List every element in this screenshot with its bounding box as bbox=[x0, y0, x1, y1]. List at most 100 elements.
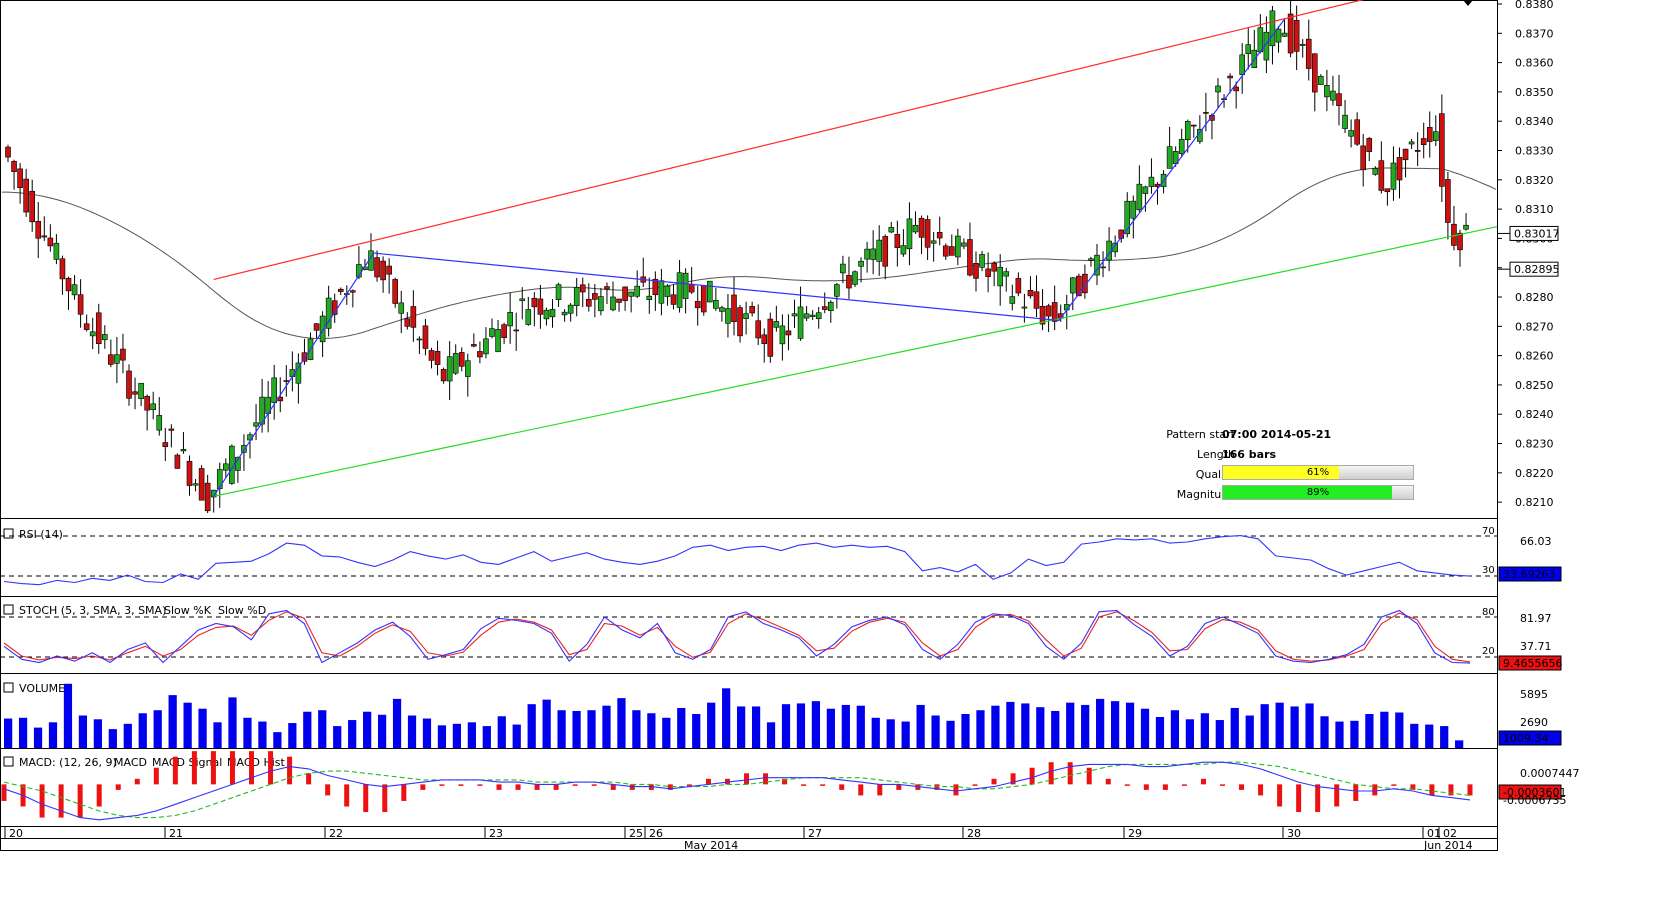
macd-hist-bar bbox=[705, 778, 711, 785]
volume-bar bbox=[63, 683, 73, 748]
current-price-tag-box bbox=[1509, 225, 1559, 241]
candle-body bbox=[77, 294, 84, 315]
candle-body bbox=[525, 309, 532, 325]
candle-body bbox=[59, 258, 66, 280]
macd-hist-bar bbox=[1239, 784, 1245, 790]
macd-hist-bar bbox=[477, 784, 483, 786]
candle-body bbox=[918, 218, 925, 238]
macd-hist-bar bbox=[1105, 778, 1111, 785]
volume-bar bbox=[18, 717, 28, 748]
pattern-info-panel: Pattern start 07:00 2014-05-21 Length 16… bbox=[1150, 425, 1420, 505]
candle-body bbox=[713, 300, 719, 309]
price-tick-label: 0.8350 bbox=[1515, 86, 1554, 99]
rsi-current-value: 33.69263 bbox=[1503, 568, 1556, 581]
candle-body bbox=[821, 306, 828, 310]
candle-body bbox=[1360, 145, 1366, 171]
price-tick-label: 0.8230 bbox=[1515, 438, 1554, 451]
stoch-level-80-label: 80 bbox=[1482, 607, 1495, 618]
volume-bar bbox=[243, 717, 252, 748]
candle-body bbox=[1076, 275, 1082, 297]
candle-body bbox=[767, 318, 774, 357]
candle-body bbox=[840, 263, 846, 274]
candle-body bbox=[809, 314, 816, 317]
candle-body bbox=[271, 377, 278, 403]
volume-bar bbox=[1215, 720, 1224, 748]
candle-body bbox=[223, 463, 229, 471]
candle-body bbox=[144, 396, 150, 411]
candle-body bbox=[253, 422, 259, 427]
magnitude-bar-fill bbox=[1223, 486, 1393, 499]
volume-bar bbox=[1455, 740, 1464, 748]
candle-body bbox=[440, 369, 447, 382]
price-tick-label: 0.8320 bbox=[1515, 174, 1554, 187]
volume-bar bbox=[377, 714, 387, 748]
candle-body bbox=[5, 146, 11, 158]
candle-body bbox=[1299, 43, 1306, 46]
volume-bar bbox=[841, 704, 850, 748]
macd-legend: MACD bbox=[114, 756, 147, 769]
x-month-label: Jun 2014 bbox=[1423, 839, 1473, 852]
volume-bar bbox=[751, 706, 761, 748]
candle-body bbox=[797, 306, 804, 339]
candle-body bbox=[1287, 13, 1294, 54]
stoch-title: STOCH (5, 3, SMA, 3, SMA) bbox=[19, 604, 166, 617]
candle-body bbox=[579, 284, 586, 293]
stoch-tick-label: 81.97 bbox=[1520, 612, 1552, 625]
candle-body bbox=[108, 354, 114, 365]
candle-body bbox=[755, 320, 762, 339]
candle-body bbox=[1445, 179, 1451, 223]
volume-bar bbox=[183, 702, 192, 748]
candle-body bbox=[1070, 277, 1076, 294]
x-day-label: 20 bbox=[9, 827, 23, 840]
candle-body bbox=[870, 248, 876, 260]
x-day-label: 25 bbox=[629, 827, 643, 840]
candle-body bbox=[138, 382, 144, 400]
volume-bar bbox=[452, 723, 462, 748]
macd-hist-bar bbox=[1162, 784, 1168, 790]
candle-body bbox=[634, 285, 641, 297]
macd-line bbox=[3, 761, 1471, 821]
candle-body bbox=[1324, 85, 1330, 98]
volume-bar bbox=[677, 707, 686, 748]
volume-bar bbox=[93, 719, 102, 748]
candle-body bbox=[1318, 75, 1324, 85]
candle-body bbox=[1148, 176, 1155, 187]
candle-body bbox=[132, 391, 138, 395]
volume-bar bbox=[348, 720, 357, 748]
pattern-start-value: 07:00 2014-05-21 bbox=[1222, 428, 1332, 441]
candle-body bbox=[912, 224, 919, 233]
volume-bar bbox=[1051, 710, 1060, 748]
volume-bar bbox=[692, 714, 701, 748]
candle-body bbox=[204, 482, 211, 512]
candle-body bbox=[573, 287, 580, 306]
candle-body bbox=[610, 296, 616, 311]
candle-body bbox=[543, 309, 550, 320]
candle-body bbox=[852, 271, 858, 285]
price-tick-label: 0.8210 bbox=[1515, 496, 1554, 509]
volume-bar bbox=[303, 711, 312, 748]
candle-body bbox=[452, 353, 459, 374]
macd-hist-bar bbox=[77, 784, 83, 818]
price-tick-label: 0.8330 bbox=[1515, 145, 1554, 158]
candle-body bbox=[1433, 131, 1439, 141]
candle-body bbox=[337, 288, 344, 292]
volume-bar bbox=[796, 703, 806, 748]
macd-hist-bar bbox=[229, 751, 235, 785]
macd-hist-bar bbox=[58, 784, 64, 818]
candle-body bbox=[1178, 139, 1185, 154]
macd-hist-bar bbox=[896, 784, 902, 790]
price-tick-label: 0.8220 bbox=[1515, 467, 1554, 480]
rsi-title-close-icon bbox=[3, 528, 14, 539]
resistance-line bbox=[213, 0, 1365, 281]
candle-body bbox=[815, 312, 822, 319]
volume-bar bbox=[213, 722, 222, 748]
macd-signal-legend: MACD Signal bbox=[152, 756, 222, 769]
macd-hist-bar bbox=[1010, 773, 1016, 785]
macd-hist-bar bbox=[344, 784, 350, 807]
candle-body bbox=[186, 460, 193, 486]
x-day-label: 29 bbox=[1128, 827, 1142, 840]
macd-signal-line bbox=[3, 761, 1471, 819]
candle-body bbox=[658, 280, 665, 304]
candle-body bbox=[168, 428, 175, 431]
